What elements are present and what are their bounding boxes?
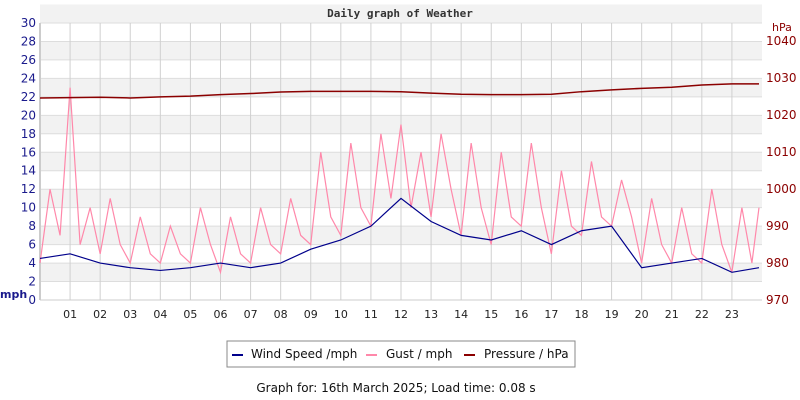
x-tick-label: 07	[244, 308, 258, 321]
x-tick-label: 23	[725, 308, 739, 321]
x-tick-label: 13	[424, 308, 438, 321]
x-tick-label: 10	[334, 308, 348, 321]
left-tick-label: 18	[21, 127, 36, 141]
x-tick-label: 06	[214, 308, 228, 321]
legend: Wind Speed /mph Gust / mph Pressure / hP…	[226, 340, 576, 368]
left-tick-label: 28	[21, 34, 36, 48]
x-tick-label: 21	[665, 308, 679, 321]
grid-band	[40, 4, 762, 24]
right-tick-label: 1020	[766, 108, 797, 122]
left-tick-label: 26	[21, 53, 36, 67]
x-tick-label: 20	[635, 308, 649, 321]
chart-title: Daily graph of Weather	[327, 7, 473, 20]
x-tick-label: 01	[63, 308, 77, 321]
x-tick-label: 19	[605, 308, 619, 321]
x-tick-label: 09	[304, 308, 318, 321]
legend-pressure: Pressure / hPa	[484, 347, 569, 361]
left-tick-label: 14	[21, 164, 36, 178]
x-tick-label: 12	[394, 308, 408, 321]
left-tick-label: 20	[21, 108, 36, 122]
x-tick-label: 03	[123, 308, 137, 321]
right-axis-label: hPa	[772, 21, 792, 34]
x-tick-label: 05	[183, 308, 197, 321]
left-tick-label: 0	[28, 293, 36, 307]
x-tick-label: 02	[93, 308, 107, 321]
left-tick-label: 30	[21, 16, 36, 30]
left-tick-label: 12	[21, 182, 36, 196]
footer-text: Graph for: 16th March 2025; Load time: 0…	[256, 381, 535, 395]
right-tick-label: 990	[766, 219, 789, 233]
x-tick-label: 18	[575, 308, 589, 321]
right-tick-label: 1010	[766, 145, 797, 159]
gust-line	[39, 87, 760, 275]
right-tick-label: 1000	[766, 182, 797, 196]
x-tick-label: 04	[153, 308, 167, 321]
left-tick-label: 2	[28, 275, 36, 289]
left-tick-label: 4	[28, 256, 36, 270]
pressure-line	[39, 83, 759, 99]
left-tick-label: 10	[21, 201, 36, 215]
x-tick-label: 15	[484, 308, 498, 321]
left-tick-label: 22	[21, 90, 36, 104]
x-tick-label: 17	[544, 308, 558, 321]
left-tick-label: 6	[28, 238, 36, 252]
right-tick-label: 1040	[766, 34, 797, 48]
left-tick-label: 16	[21, 145, 36, 159]
legend-wind: Wind Speed /mph	[251, 347, 357, 361]
right-tick-label: 970	[766, 293, 789, 307]
wind-speed-line	[39, 197, 760, 273]
x-tick-label: 11	[364, 308, 378, 321]
left-tick-label: 8	[28, 219, 36, 233]
x-tick-label: 22	[695, 308, 709, 321]
legend-gust: Gust / mph	[386, 347, 452, 361]
right-tick-label: 1030	[766, 71, 797, 85]
left-axis-label: mph	[0, 288, 27, 301]
x-tick-label: 08	[274, 308, 288, 321]
left-tick-label: 24	[21, 71, 36, 85]
right-tick-label: 980	[766, 256, 789, 270]
x-tick-label: 16	[514, 308, 528, 321]
x-tick-label: 14	[454, 308, 468, 321]
